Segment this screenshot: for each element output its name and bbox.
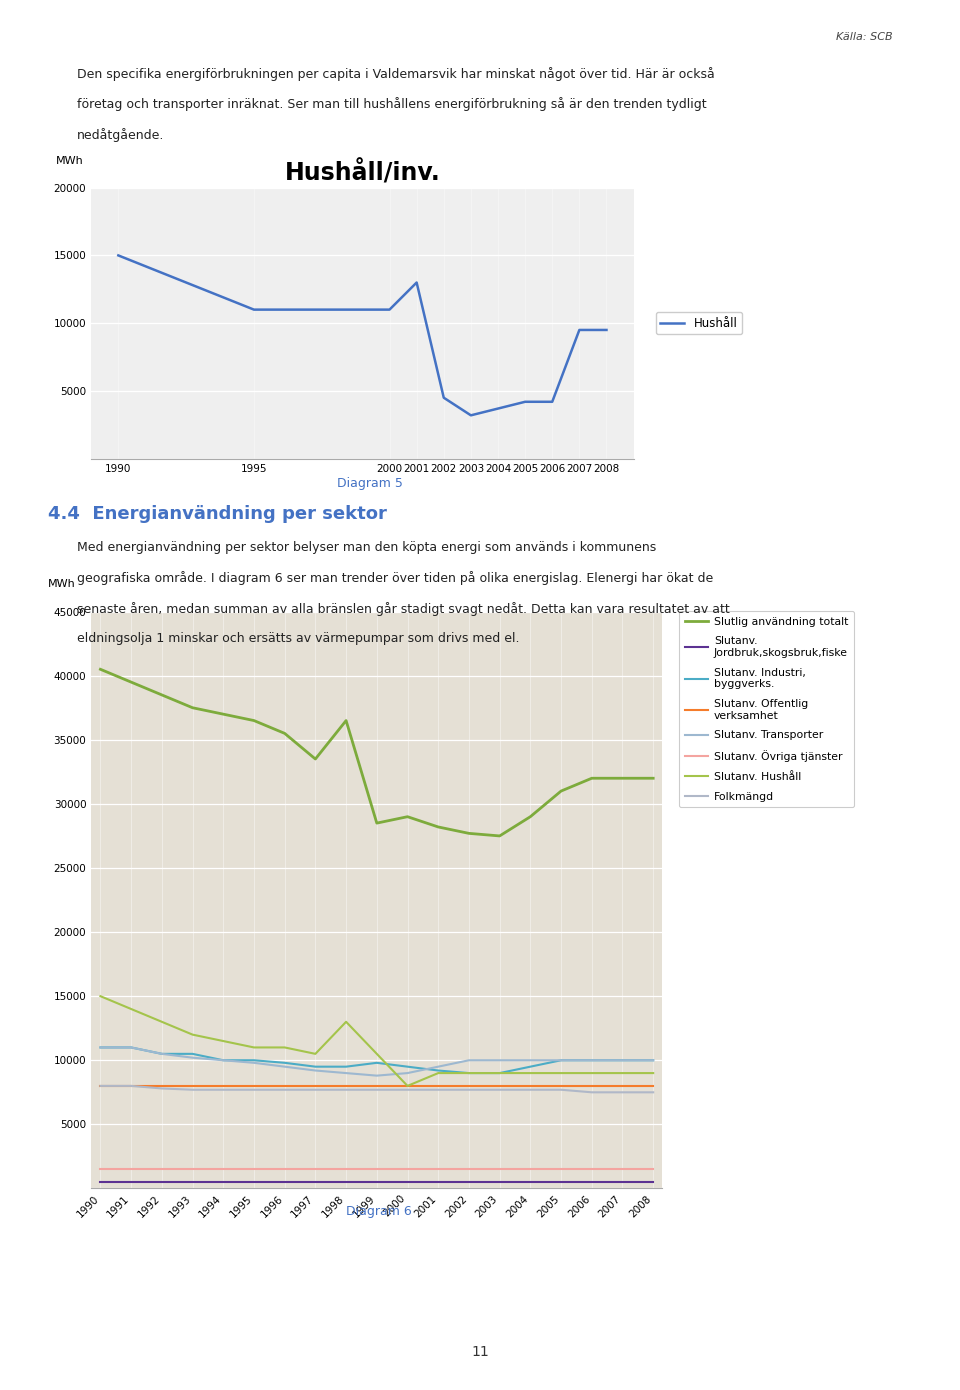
Text: företag och transporter inräknat. Ser man till hushållens energiförbrukning så ä: företag och transporter inräknat. Ser ma… xyxy=(77,97,707,111)
Text: nedåtgående.: nedåtgående. xyxy=(77,128,164,142)
Text: Diagram 5: Diagram 5 xyxy=(337,477,402,489)
Text: MWh: MWh xyxy=(48,578,76,588)
Text: Den specifika energiförbrukningen per capita i Valdemarsvik har minskat något öv: Den specifika energiförbrukningen per ca… xyxy=(77,67,714,81)
Legend: Hushåll: Hushåll xyxy=(656,311,742,335)
Title: Hushåll/inv.: Hushåll/inv. xyxy=(284,160,441,186)
Text: eldningsolja 1 minskar och ersätts av värmepumpar som drivs med el.: eldningsolja 1 minskar och ersätts av vä… xyxy=(77,632,519,645)
Text: MWh: MWh xyxy=(56,156,84,165)
Text: 11: 11 xyxy=(471,1346,489,1359)
Text: Med energianvändning per sektor belyser man den köpta energi som används i kommu: Med energianvändning per sektor belyser … xyxy=(77,541,656,553)
Legend: Slutlig användning totalt, Slutanv.
Jordbruk,skogsbruk,fiske, Slutanv. Industri,: Slutlig användning totalt, Slutanv. Jord… xyxy=(680,612,853,808)
Text: Källa: SCB: Källa: SCB xyxy=(836,32,893,42)
Text: senaste åren, medan summan av alla bränslen går stadigt svagt nedåt. Detta kan v: senaste åren, medan summan av alla bräns… xyxy=(77,602,730,616)
Text: geografiska område. I diagram 6 ser man trender över tiden på olika energislag. : geografiska område. I diagram 6 ser man … xyxy=(77,571,713,585)
Text: 4.4  Energianvändning per sektor: 4.4 Energianvändning per sektor xyxy=(48,505,387,523)
Text: Diagram 6: Diagram 6 xyxy=(347,1205,412,1218)
